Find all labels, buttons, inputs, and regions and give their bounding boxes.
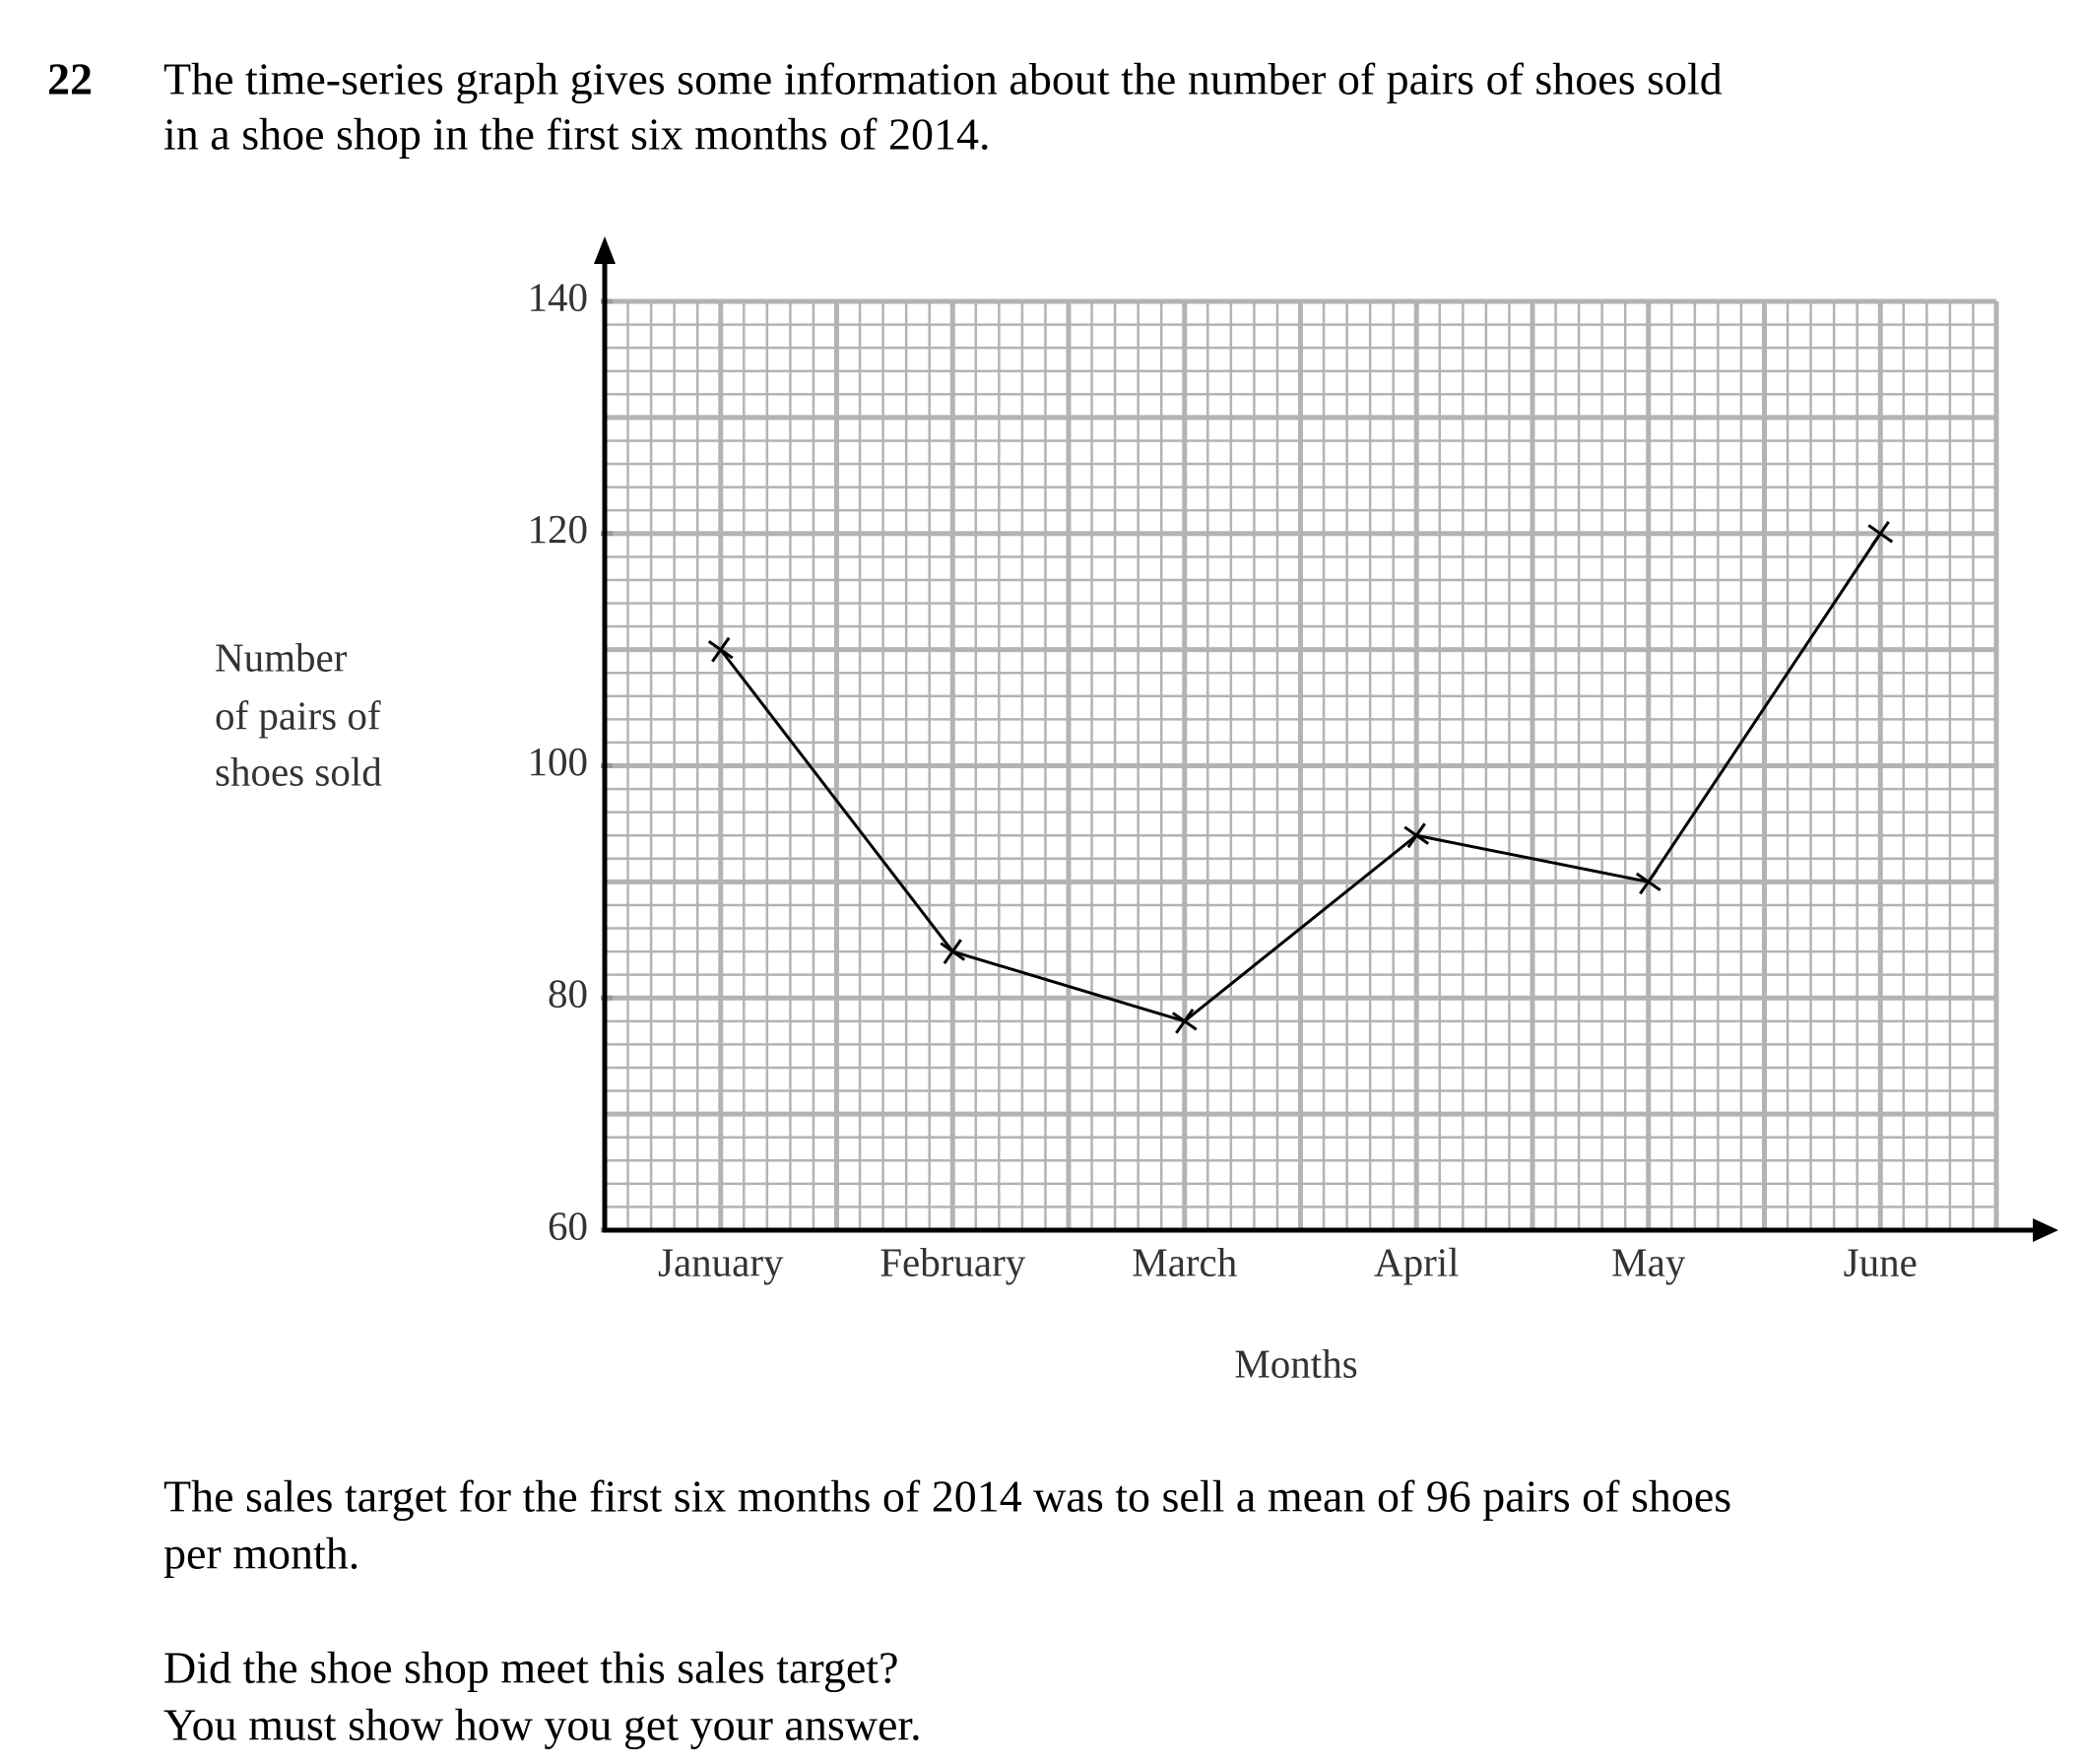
closing-line: The sales target for the first six month… [163,1471,1731,1522]
x-tick-label: April [1374,1239,1460,1284]
plot [594,236,2058,1242]
closing-line: Did the shoe shop meet this sales target… [163,1643,899,1693]
data-marker [1867,520,1894,547]
x-axis-arrow [2033,1218,2058,1242]
data-line [719,532,1882,1023]
y-tick-label: 120 [528,506,589,552]
data-marker [707,636,734,663]
data-marker [1171,1008,1198,1034]
intro-line: in a shoe shop in the first six months o… [163,109,990,160]
y-axis-arrow [594,236,616,264]
x-tick-label: February [879,1239,1026,1284]
x-tick-label: March [1132,1239,1237,1284]
x-axis-label: Months [1234,1340,1357,1386]
y-axis-label: of pairs of [215,692,381,738]
y-tick-label: 60 [548,1203,588,1248]
y-axis-label: shoes sold [215,749,382,794]
question-number: 22 [47,54,93,104]
data-marker [1635,869,1661,895]
x-tick-label: May [1611,1239,1686,1284]
y-tick-label: 100 [528,739,589,784]
closing-line: You must show how you get your answer. [163,1700,922,1750]
y-tick-label: 80 [548,971,588,1016]
closing-line: per month. [163,1529,359,1579]
data-marker [1403,822,1430,849]
grid [601,298,1999,1233]
x-tick-label: January [658,1239,784,1284]
x-tick-label: June [1844,1239,1918,1284]
y-tick-label: 140 [528,274,589,319]
y-axis-label: Number [215,634,348,680]
intro-line: The time-series graph gives some informa… [163,54,1723,104]
data-marker [940,939,966,964]
